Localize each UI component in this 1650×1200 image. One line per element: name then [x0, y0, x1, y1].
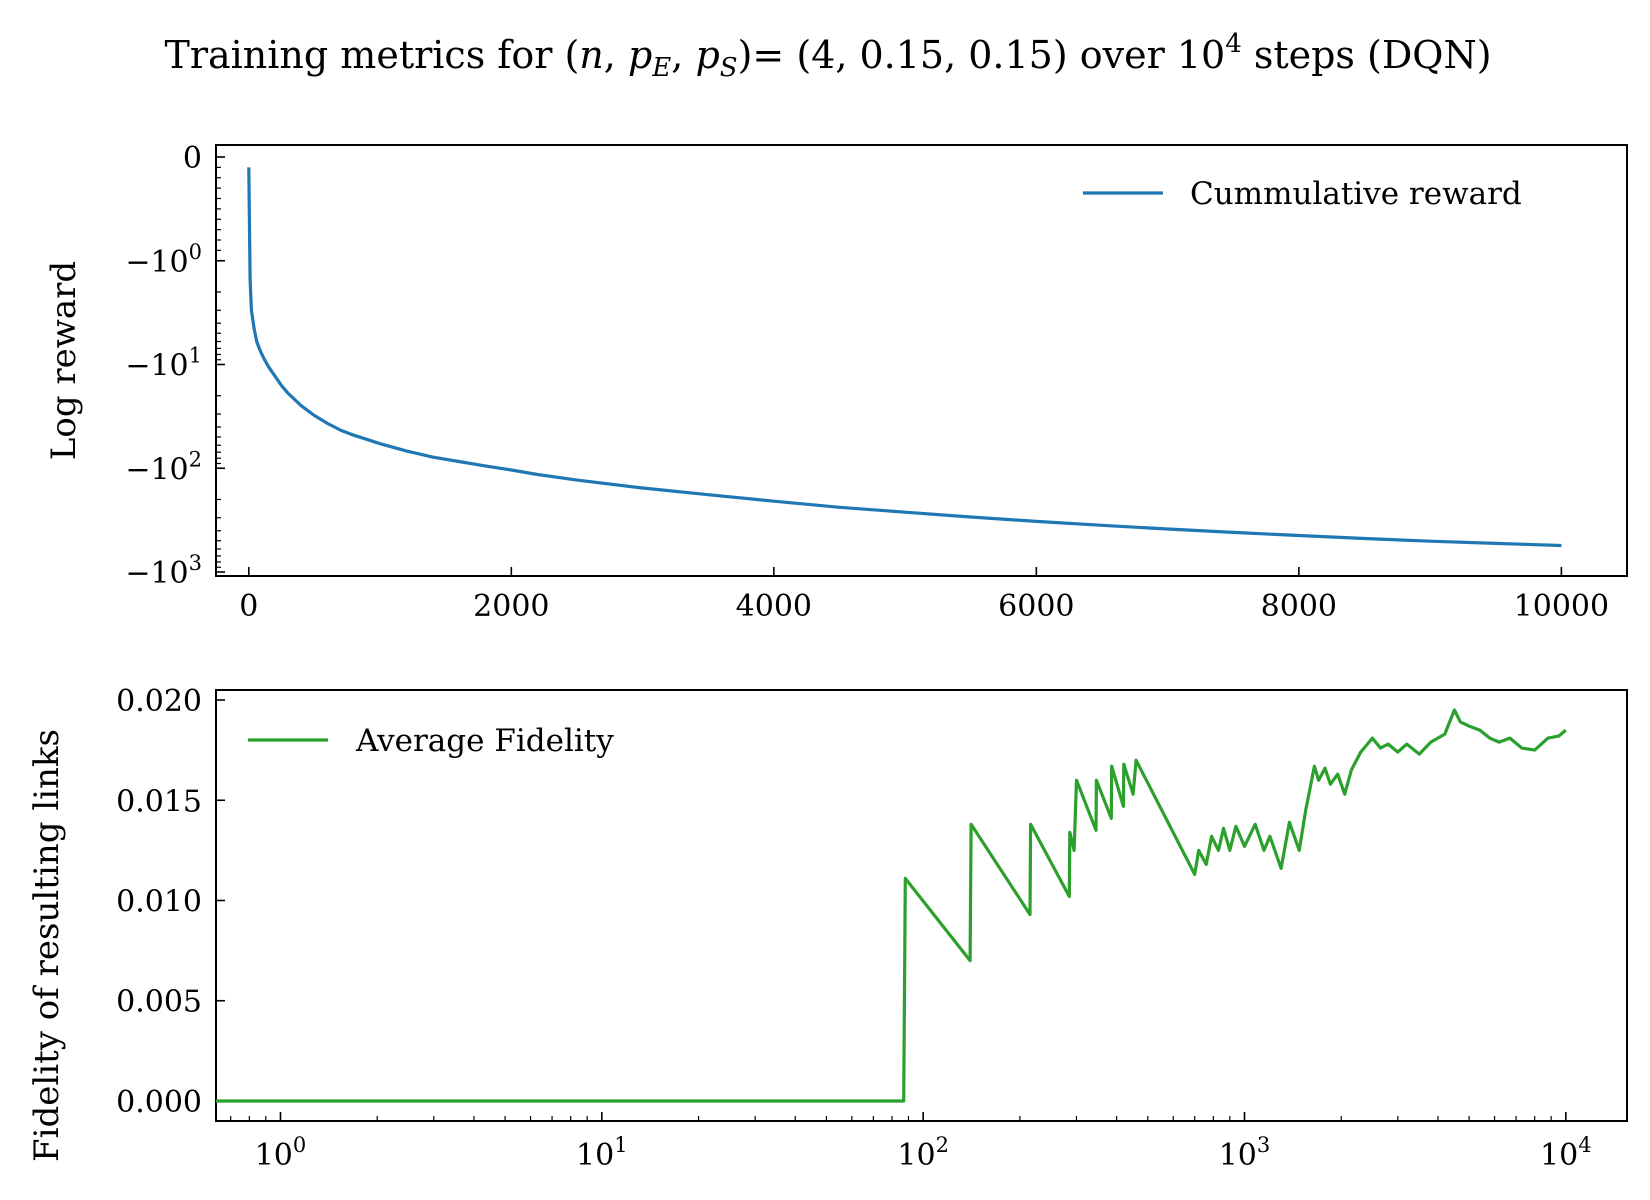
y-tick-label: 0.020 [116, 684, 202, 719]
reward-series-line [247, 167, 1562, 548]
legend-label: Cummulative reward [1190, 176, 1522, 212]
y-tick-label: −102 [125, 447, 202, 487]
x-tick-label: 4000 [736, 589, 812, 624]
y-tick-label-exponent: 1 [189, 344, 202, 368]
x-tick-label-base: 10 [255, 1138, 293, 1173]
y-tick-label-base: 0 [183, 141, 202, 176]
fidelity-chart: 100 101 102 103 1040.0000.0050.0100.0150.020… [27, 684, 1628, 1173]
y-tick-label: −103 [125, 551, 202, 591]
y-tick-label-exponent: 2 [189, 447, 202, 471]
y-tick-label: 0.015 [116, 784, 202, 819]
x-tick-label-exponent: 3 [1257, 1133, 1270, 1157]
x-tick-label: 8000 [1261, 589, 1337, 624]
figure-title: Training metrics for (n, pE, pS)= (4, 0.… [164, 29, 1491, 83]
x-tick-label-exponent: 4 [1578, 1133, 1591, 1157]
y-axis-label: Fidelity of resulting links [27, 729, 67, 1162]
plot-frame [215, 144, 1628, 577]
y-tick-label: 0 [183, 141, 202, 176]
x-tick-label-exponent: 2 [936, 1133, 949, 1157]
fidelity-series-line [216, 708, 1567, 1103]
x-tick-label: 10000 [1514, 589, 1609, 624]
y-tick-label: −101 [125, 344, 202, 384]
y-tick-label-base: −10 [125, 452, 188, 487]
x-tick-label-base: 10 [1540, 1138, 1578, 1173]
y-tick-label: 0.000 [116, 1085, 202, 1120]
plot-frame [215, 689, 1628, 1122]
y-tick-label: −100 [125, 240, 202, 280]
x-tick-label: 6000 [998, 589, 1074, 624]
x-tick-label: 101 [576, 1133, 628, 1173]
x-tick-label: 0 [239, 589, 258, 624]
reward-chart: 0 2000 4000 6000 8000 100000−100−101−102−103C… [44, 141, 1628, 624]
x-tick-label: 100 [255, 1133, 307, 1173]
y-axis-label: Log reward [44, 261, 84, 460]
y-tick-label-exponent: 0 [189, 240, 202, 264]
y-tick-label-base: −10 [125, 245, 188, 280]
y-tick-label-base: −10 [125, 556, 188, 591]
y-tick-label: 0.010 [116, 884, 202, 919]
x-tick-label-exponent: 1 [614, 1133, 627, 1157]
x-tick-label: 2000 [473, 589, 549, 624]
y-tick-label-base: −10 [125, 349, 188, 384]
x-tick-label-base: 10 [576, 1138, 614, 1173]
legend-label: Average Fidelity [355, 723, 614, 759]
x-tick-label: 102 [897, 1133, 949, 1173]
y-tick-label-exponent: 3 [189, 551, 202, 575]
x-tick-label-base: 10 [897, 1138, 935, 1173]
y-tick-label: 0.005 [116, 985, 202, 1020]
x-tick-label: 104 [1540, 1133, 1592, 1173]
x-tick-label-exponent: 0 [293, 1133, 306, 1157]
x-tick-label: 103 [1219, 1133, 1271, 1173]
x-tick-label-base: 10 [1219, 1138, 1257, 1173]
